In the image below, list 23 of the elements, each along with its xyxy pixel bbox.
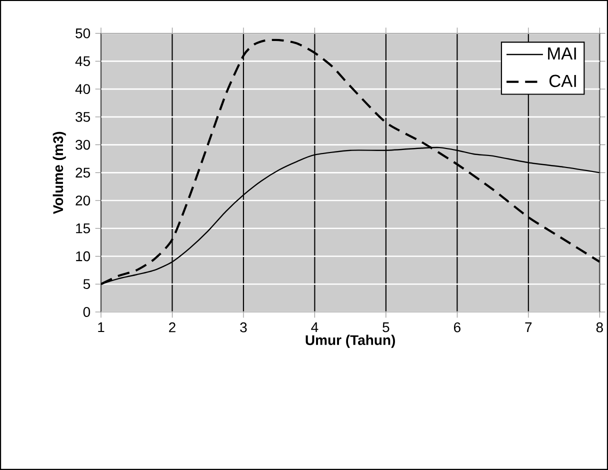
y-tick-label: 40: [75, 84, 90, 94]
x-tick-label: 1: [98, 322, 104, 332]
x-tick-label: 4: [311, 322, 318, 332]
x-tick-label: 5: [382, 322, 390, 332]
x-tick-label: 3: [240, 322, 247, 332]
x-tick-label: 7: [525, 322, 532, 332]
y-tick-label: 45: [75, 56, 90, 66]
y-tick-label: 30: [76, 140, 90, 150]
y-tick-label: 10: [76, 251, 90, 262]
y-axis-title: Volume (m3): [52, 132, 66, 214]
y-tick-label: 35: [76, 112, 90, 122]
y-tick-label: 5: [83, 279, 90, 290]
y-tick-label: 50: [76, 28, 90, 38]
x-tick-label: 6: [454, 322, 460, 332]
legend-label: CAI: [549, 74, 576, 88]
y-tick-label: 0: [83, 307, 90, 317]
y-tick-label: 15: [76, 224, 90, 234]
y-tick-label: 25: [76, 168, 90, 178]
x-tick-label: 2: [169, 322, 176, 332]
x-tick-label: 8: [596, 322, 603, 332]
x-axis-title: Umur (Tahun): [306, 334, 395, 348]
legend-label: MAI: [548, 48, 576, 60]
y-tick-label: 20: [76, 196, 90, 206]
